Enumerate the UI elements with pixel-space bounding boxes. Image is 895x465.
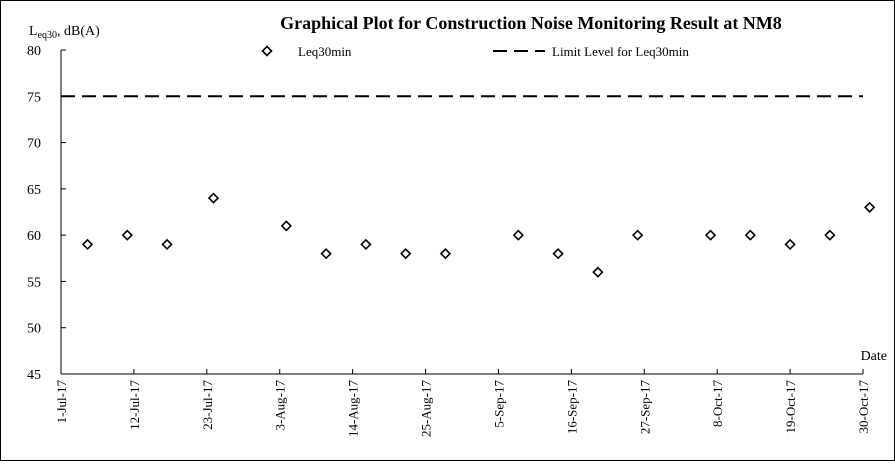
y-axis-label-rest: , dB(A) [57,24,100,39]
y-tick-label: 45 [27,368,41,383]
data-point [632,229,644,241]
data-point [552,248,564,260]
x-tick-label: 23-Jul-17 [200,380,215,430]
data-point [863,201,876,214]
data-point [824,229,836,241]
y-axis-label-sub: eq30 [38,30,57,41]
x-tick-label: 19-Oct-17 [783,380,798,434]
data-point [280,220,292,232]
y-axis-label-main: L [29,24,38,39]
x-tick-label: 25-Aug-17 [419,380,434,438]
x-tick-label: 5-Sep-17 [491,380,506,428]
x-axis-label: Date [861,349,887,364]
data-point [512,229,524,241]
data-point [320,248,332,260]
x-tick-label: 3-Aug-17 [273,380,288,431]
data-point [439,248,452,260]
data-point [207,192,220,204]
axes: 45 50 55 60 65 70 75 80 1-Jul-17 12-Jul-17 23-Jul-… [27,44,871,437]
data-points [81,192,876,278]
x-tick-label: 30-Oct-17 [856,380,871,434]
legend-diamond-icon [261,45,273,57]
data-point [592,266,604,278]
x-tick-label: 12-Jul-17 [127,380,142,430]
x-tick-label: 27-Sep-17 [637,380,652,435]
data-point [121,229,133,241]
y-tick-label: 80 [27,44,41,59]
legend-limit-label: Limit Level for Leq30min [552,44,689,59]
data-point [81,238,94,251]
data-point [744,229,756,241]
data-point [161,238,173,251]
y-tick-label: 65 [27,183,41,198]
data-point [360,238,372,251]
y-tick-label: 60 [27,229,41,244]
y-tick-label: 70 [27,137,41,152]
y-tick-label: 75 [27,90,41,105]
data-point [400,248,412,260]
x-tick-label: 8-Oct-17 [710,380,725,427]
data-point [784,238,796,251]
y-tick-label: 55 [27,275,41,290]
chart-title: Graphical Plot for Construction Noise Mo… [280,13,782,33]
x-tick-label: 14-Aug-17 [346,380,361,438]
y-tick-label: 50 [27,322,41,337]
legend: Leq30min Limit Level for Leq30min [261,44,689,59]
x-tick-label: 16-Sep-17 [564,380,579,435]
data-point [704,229,717,241]
y-axis-label: Leq30, dB(A) [29,24,100,41]
legend-series-label: Leq30min [298,44,352,59]
x-tick-label: 1-Jul-17 [54,380,69,424]
legend-diamond-marker [261,45,273,57]
